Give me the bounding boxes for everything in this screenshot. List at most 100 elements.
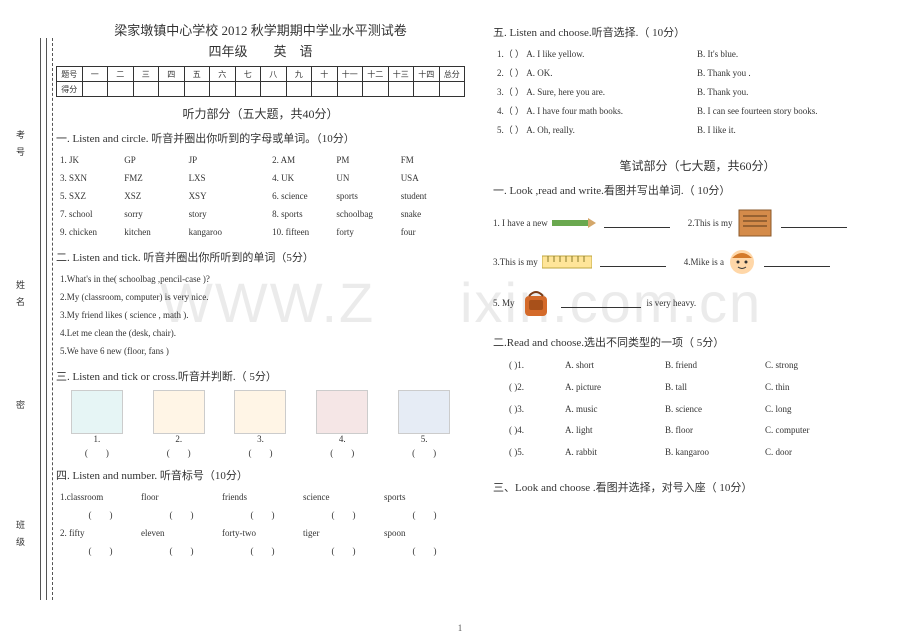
l4-row: 2. fifty eleven forty-two tiger spoon	[60, 524, 465, 542]
l5-num: 3.（ ）	[497, 87, 524, 97]
l5-num: 1.（ ）	[497, 49, 524, 59]
score-cell: 八	[261, 67, 287, 82]
l1-row: 9. chicken kitchen kangaroo 10. fifteen …	[60, 223, 465, 241]
ruler-icon	[542, 254, 592, 270]
l1-gap	[253, 205, 272, 223]
w2-row: ( )2.A. pictureB. tallC. thin	[493, 377, 902, 399]
w1-row: 1. I have a new 2.This is my	[493, 208, 902, 238]
l5-item: 1.（ ） A. I like yellow.B. It's blue.	[497, 45, 902, 64]
l5-optB: B. I like it.	[697, 121, 902, 140]
w2-row: ( )5.A. rabbitB. kangarooC. door	[493, 442, 902, 464]
l1-cell: snake	[401, 205, 465, 223]
l5-optB: B. Thank you.	[697, 83, 902, 102]
w2-row: ( )1.A. shortB. friendC. strong	[493, 355, 902, 377]
l1-cell: sports	[336, 187, 400, 205]
blank-line	[764, 257, 830, 267]
l3-parens: ( ) ( ) ( ) ( ) ( )	[56, 446, 465, 459]
l2-item: 2.My (classroom, computer) is very nice.	[60, 288, 465, 306]
l1-cell: XSZ	[124, 187, 188, 205]
w2-optB: B. friend	[665, 355, 765, 377]
score-row-header: 题号 一 二 三 四 五 六 七 八 九 十 十一 十二 十三 十四 总分	[57, 67, 465, 82]
l5-item: 5.（ ） A. Oh, really.B. I like it.	[497, 121, 902, 140]
w1-text: 4.Mike is a	[684, 257, 724, 267]
l3-pic-num: 3.	[234, 434, 286, 444]
paren: ( )	[332, 506, 356, 524]
exam-title: 梁家墩镇中心学校 2012 秋学期期中学业水平测试卷	[56, 20, 465, 39]
l4-parens: ( )( )( )( )( )	[60, 506, 465, 524]
l3-pic: 3.	[234, 390, 286, 444]
l5-num: 4.（ ）	[497, 106, 524, 116]
score-cell: 四	[159, 67, 185, 82]
picture-icon	[234, 390, 286, 434]
w2-num: ( )5.	[509, 442, 565, 464]
l5-optA: A. I like yellow.	[526, 49, 584, 59]
paren: ( )	[248, 446, 272, 459]
score-cell: 十	[312, 67, 338, 82]
score-cell: 题号	[57, 67, 83, 82]
l5-num: 2.（ ）	[497, 68, 524, 78]
l4-parens: ( )( )( )( )( )	[60, 542, 465, 560]
w2-num: ( )3.	[509, 399, 565, 421]
l1-cell: XSY	[189, 187, 253, 205]
score-cell: 六	[210, 67, 236, 82]
l5-optB: B. Thank you .	[697, 64, 902, 83]
l5-items: 1.（ ） A. I like yellow.B. It's blue. 2.（…	[493, 45, 902, 139]
l1-cell: schoolbag	[336, 205, 400, 223]
l4-cell: science	[303, 488, 384, 506]
w1-row: 3.This is my 4.Mike is a	[493, 248, 902, 276]
l4-cell: sports	[384, 488, 465, 506]
w1-text: 1. I have a new	[493, 218, 548, 228]
w1-text: 5. My	[493, 298, 515, 308]
score-cell: 总分	[439, 67, 465, 82]
picture-icon	[398, 390, 450, 434]
w3-title: 三、Look and choose .看图并选择，对号入座（ 10分）	[493, 479, 902, 495]
l1-row: 5. SXZ XSZ XSY 6. science sports student	[60, 187, 465, 205]
w2-optA: A. short	[565, 355, 665, 377]
w2-optC: C. strong	[765, 355, 798, 377]
l1-cell: 6. science	[272, 187, 336, 205]
l1-gap	[253, 223, 272, 241]
l2-item: 5.We have 6 new (floor, fans )	[60, 342, 465, 360]
w2-num: ( )1.	[509, 355, 565, 377]
l5-item: 4.（ ） A. I have four math books.B. I can…	[497, 102, 902, 121]
score-cell: 九	[286, 67, 312, 82]
w1-tail: is very heavy.	[647, 298, 697, 308]
l1-cell: 9. chicken	[60, 223, 124, 241]
paren: ( )	[85, 446, 109, 459]
w1-text: 3.This is my	[493, 257, 538, 267]
l1-gap	[253, 151, 272, 169]
l3-pic: 4.	[316, 390, 368, 444]
l4-cell: 2. fifty	[60, 524, 141, 542]
score-cell: 十四	[414, 67, 440, 82]
l3-pic-num: 1.	[71, 434, 123, 444]
l1-cell: sorry	[124, 205, 188, 223]
l1-row: 3. SXN FMZ LXS 4. UK UN USA	[60, 169, 465, 187]
written-header: 笔试部分（七大题，共60分）	[493, 157, 902, 174]
paren: ( )	[167, 446, 191, 459]
score-cell: 一	[82, 67, 108, 82]
l3-title: 三. Listen and tick or cross.听音并判断.（ 5分）	[56, 368, 465, 384]
l3-pic: 2.	[153, 390, 205, 444]
l4-cell: friends	[222, 488, 303, 506]
l4-cell: tiger	[303, 524, 384, 542]
w2-optA: A. rabbit	[565, 442, 665, 464]
score-cell: 十二	[363, 67, 389, 82]
l3-pic-num: 2.	[153, 434, 205, 444]
w2-optC: C. thin	[765, 377, 790, 399]
boy-face-icon	[728, 248, 756, 276]
score-table: 题号 一 二 三 四 五 六 七 八 九 十 十一 十二 十三 十四 总分 得分	[56, 66, 465, 97]
w2-title: 二.Read and choose.选出不同类型的一项（ 5分）	[493, 334, 902, 350]
l1-cell: 2. AM	[272, 151, 336, 169]
paren: ( )	[413, 506, 437, 524]
w2-row: ( )4.A. lightB. floorC. computer	[493, 420, 902, 442]
w2-optC: C. door	[765, 442, 792, 464]
w1-items: 1. I have a new 2.This is my 3.This is m…	[493, 208, 902, 320]
l1-cell: student	[401, 187, 465, 205]
listening-header: 听力部分（五大题，共40分）	[56, 105, 465, 122]
picture-icon	[71, 390, 123, 434]
l4-cell: forty-two	[222, 524, 303, 542]
l5-optA: A. I have four math books.	[526, 106, 623, 116]
w2-items: ( )1.A. shortB. friendC. strong ( )2.A. …	[493, 355, 902, 463]
l2-item: 1.What's in the( schoolbag ,pencil-case …	[60, 270, 465, 288]
l1-cell: FM	[401, 151, 465, 169]
